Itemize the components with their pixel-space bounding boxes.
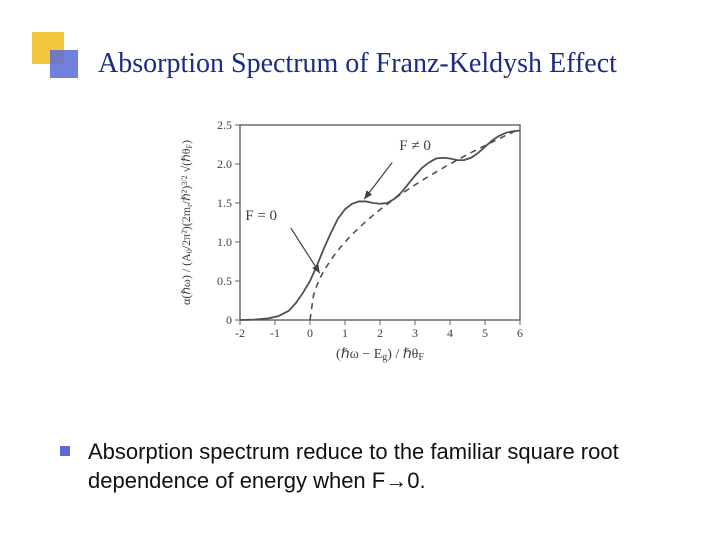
x-tick-label: 2 — [377, 326, 383, 340]
absorption-chart: -2 -1 0 1 2 3 4 5 6 0 0.5 1.0 1.5 2.0 2.5 (ℏω − Eg) / ℏ… — [170, 110, 550, 380]
y-tick-label: 2.0 — [217, 157, 232, 171]
y-tick-label: 0 — [226, 313, 232, 327]
y-tick-label: 2.5 — [217, 118, 232, 132]
y-tick-label: 0.5 — [217, 274, 232, 288]
slide-title: Absorption Spectrum of Franz-Keldysh Eff… — [98, 48, 617, 80]
x-axis-label: (ℏω − Eg) / ℏθF — [336, 347, 424, 363]
annotation-F_neq_0_label: F ≠ 0 — [399, 138, 431, 154]
y-tick-label: 1.0 — [217, 235, 232, 249]
bullet-text-prefix: Absorption spectrum reduce to the famili… — [88, 439, 619, 493]
deco-square-blue — [50, 50, 78, 78]
plot-frame — [240, 125, 520, 320]
x-tick-label: -2 — [235, 326, 245, 340]
x-tick-label: 1 — [342, 326, 348, 340]
absorption-chart-svg: -2 -1 0 1 2 3 4 5 6 0 0.5 1.0 1.5 2.0 2.5 (ℏω − Eg) / ℏ… — [170, 110, 550, 380]
x-tick-label: 0 — [307, 326, 313, 340]
bullet-icon — [60, 446, 70, 456]
y-axis-label: α(ℏω) / (A0/2π²)(2mr/ℏ²)3/2 √(ℏθF) — [179, 140, 194, 305]
x-tick-label: 6 — [517, 326, 523, 340]
x-tick-label: 5 — [482, 326, 488, 340]
bullet-text: Absorption spectrum reduce to the famili… — [88, 438, 680, 495]
bullet-row: Absorption spectrum reduce to the famili… — [60, 438, 680, 495]
x-tick-label: -1 — [270, 326, 280, 340]
bullet-text-suffix: 0. — [407, 468, 425, 493]
annotation-F_eq_0_label: F = 0 — [245, 208, 277, 224]
x-tick-label: 4 — [447, 326, 453, 340]
x-tick-label: 3 — [412, 326, 418, 340]
slide-corner-decoration — [32, 32, 80, 80]
y-tick-label: 1.5 — [217, 196, 232, 210]
arrow-icon: → — [385, 468, 407, 493]
